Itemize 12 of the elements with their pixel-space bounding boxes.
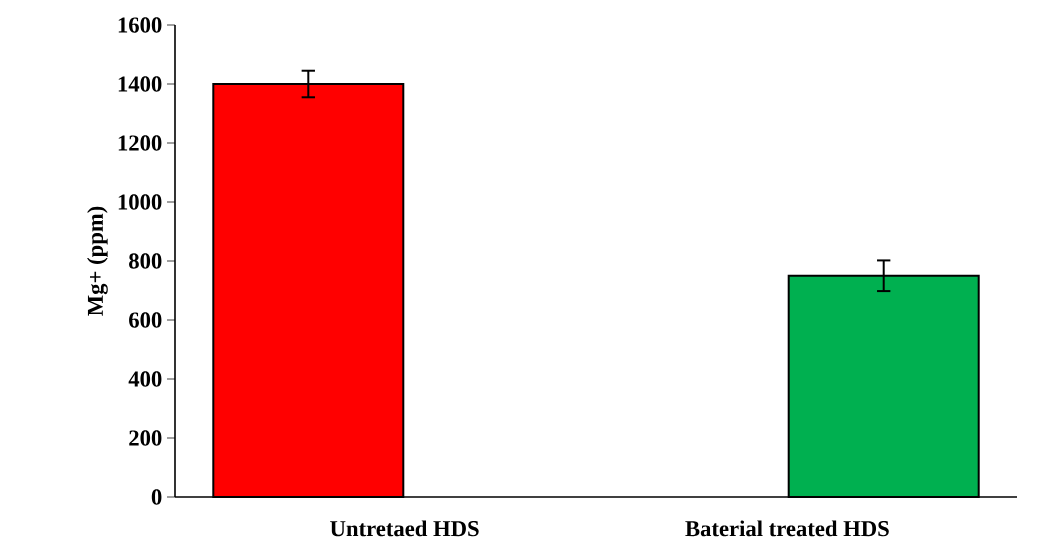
y-tick-label: 1000 (118, 194, 162, 210)
y-tick-label: 400 (128, 371, 162, 387)
y-tick-label: 1600 (118, 17, 162, 33)
y-tick-label: 0 (151, 489, 162, 505)
x-tick-label: Baterial treated HDS (685, 520, 889, 537)
y-tick-label: 1400 (118, 76, 162, 92)
y-tick-label: 1200 (118, 135, 162, 151)
x-tick-label: Untretaed HDS (330, 520, 479, 537)
y-tick-label: 600 (129, 312, 162, 328)
y-tick-label: 800 (129, 253, 162, 269)
y-axis-title: Mg+ (ppm) (87, 206, 108, 316)
y-tick-label: 200 (129, 430, 162, 446)
